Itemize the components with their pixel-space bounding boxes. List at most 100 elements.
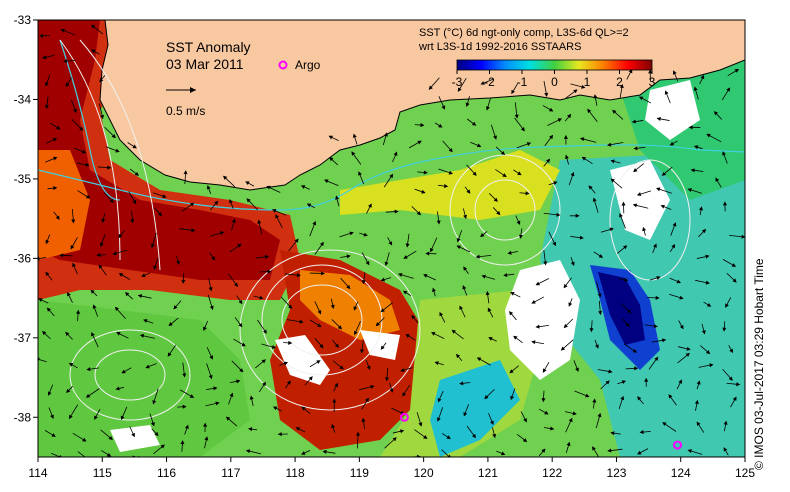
current-arrowhead xyxy=(384,377,389,382)
current-arrowhead xyxy=(39,33,44,38)
argo-legend: Argo xyxy=(278,58,321,72)
current-arrowhead xyxy=(570,171,575,177)
current-arrowhead xyxy=(275,214,279,219)
current-arrowhead xyxy=(114,306,120,311)
current-arrowhead xyxy=(525,191,530,196)
current-arrowhead xyxy=(46,307,51,312)
current-arrowhead xyxy=(518,234,523,239)
current-arrowhead xyxy=(267,269,272,274)
current-arrowhead xyxy=(137,294,143,299)
current-arrowhead xyxy=(457,87,462,92)
cloud-gap-eddy xyxy=(275,335,330,385)
current-arrowhead xyxy=(50,414,54,419)
current-arrowhead xyxy=(608,369,613,374)
current-arrowhead xyxy=(496,210,501,216)
current-arrowhead xyxy=(696,421,701,426)
colorbar-tick-label: -3 xyxy=(452,75,463,89)
current-arrowhead xyxy=(653,324,658,329)
current-arrowhead xyxy=(264,254,269,259)
current-arrowhead xyxy=(476,143,482,148)
current-arrowhead xyxy=(514,114,519,119)
current-arrowhead xyxy=(633,168,638,173)
current-arrowhead xyxy=(319,241,324,247)
current-arrowhead xyxy=(118,273,124,277)
current-arrowhead xyxy=(481,274,486,279)
current-arrowhead xyxy=(638,96,644,101)
current-arrowhead xyxy=(229,392,234,397)
current-arrow xyxy=(77,451,86,457)
current-arrowhead xyxy=(183,170,188,175)
current-arrowhead xyxy=(111,134,116,139)
current-arrowhead xyxy=(328,135,333,140)
current-arrowhead xyxy=(219,231,225,236)
current-arrowhead xyxy=(560,346,566,351)
vector-scale-arrowhead xyxy=(190,87,196,93)
current-arrowhead xyxy=(417,140,422,145)
current-arrowhead xyxy=(392,437,397,442)
current-arrowhead xyxy=(109,198,114,204)
current-arrowhead xyxy=(430,247,434,253)
current-arrowhead xyxy=(592,398,597,403)
current-arrowhead xyxy=(480,233,485,238)
current-arrowhead xyxy=(678,379,682,384)
current-arrowhead xyxy=(550,426,555,431)
current-arrowhead xyxy=(620,395,625,401)
current-arrowhead xyxy=(726,87,731,92)
current-arrowhead xyxy=(563,323,568,329)
current-arrowhead xyxy=(249,395,254,400)
current-arrowhead xyxy=(610,431,615,436)
current-arrowhead xyxy=(655,187,661,192)
current-arrowhead xyxy=(272,406,278,411)
current-arrowhead xyxy=(191,228,196,233)
colorbar-ticks: -3 -2 -1 0 1 2 3 xyxy=(452,70,656,89)
current-arrowhead xyxy=(634,366,639,371)
current-arrowhead xyxy=(626,309,632,314)
current-arrowhead xyxy=(209,355,213,360)
current-arrowhead xyxy=(181,279,186,284)
current-arrowhead xyxy=(393,151,398,156)
current-arrowhead xyxy=(597,412,602,418)
current-arrowhead xyxy=(668,394,673,399)
current-arrowhead xyxy=(722,201,727,206)
x-tick-label: 122 xyxy=(542,466,562,480)
current-arrowhead xyxy=(664,90,669,95)
current-arrowhead xyxy=(728,376,733,381)
current-arrowhead xyxy=(411,314,416,320)
current-vectors xyxy=(38,24,745,462)
current-arrowhead xyxy=(446,435,451,440)
current-arrowhead xyxy=(543,261,548,266)
current-arrowhead xyxy=(575,367,579,372)
isobath-line xyxy=(38,144,745,211)
current-arrowhead xyxy=(370,384,375,389)
current-arrowhead xyxy=(86,367,91,372)
current-arrowhead xyxy=(694,399,699,405)
current-arrowhead xyxy=(116,332,121,336)
current-arrowhead xyxy=(115,386,120,391)
current-arrowhead xyxy=(317,310,322,315)
current-arrowhead xyxy=(332,398,337,403)
current-arrowhead xyxy=(319,343,324,349)
current-arrowhead xyxy=(53,186,58,191)
current-arrowhead xyxy=(503,273,508,278)
current-arrowhead xyxy=(732,396,737,401)
current-arrowhead xyxy=(47,391,52,396)
current-arrowhead xyxy=(544,92,549,97)
current-arrowhead xyxy=(100,114,105,120)
current-arrowhead xyxy=(666,459,669,462)
current-arrowhead xyxy=(736,382,741,387)
current-arrowhead xyxy=(621,380,627,385)
current-arrowhead xyxy=(277,432,282,437)
current-arrowhead xyxy=(485,106,490,111)
current-arrowhead xyxy=(549,134,554,140)
current-arrowhead xyxy=(112,251,117,256)
current-arrowhead xyxy=(443,184,449,189)
current-arrowhead xyxy=(699,206,703,211)
current-arrowhead xyxy=(701,330,706,335)
current-arrowhead xyxy=(237,243,242,248)
y-tick-label: -33 xyxy=(14,13,32,27)
current-arrowhead xyxy=(706,302,712,307)
current-arrowhead xyxy=(389,388,394,393)
current-arrowhead xyxy=(296,273,301,278)
current-arrowhead xyxy=(354,330,358,336)
current-arrowhead xyxy=(208,287,213,292)
